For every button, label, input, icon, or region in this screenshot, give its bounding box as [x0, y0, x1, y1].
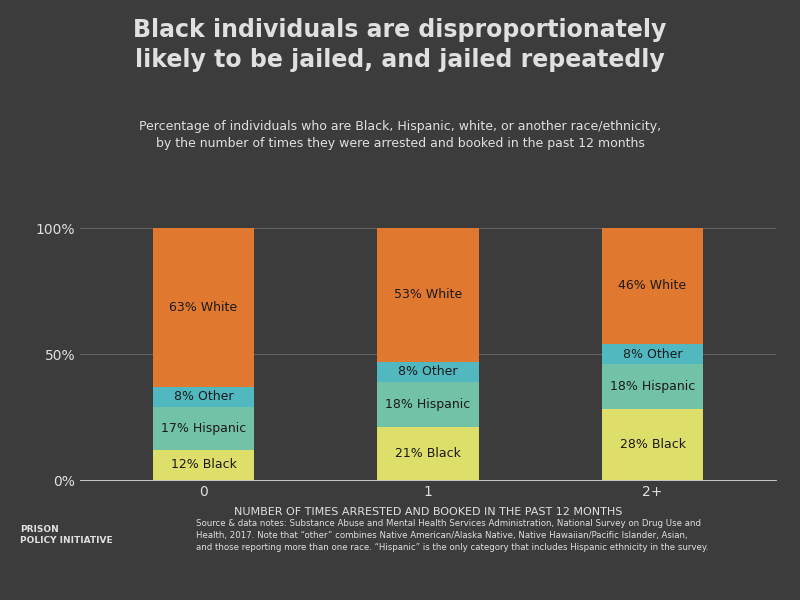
- X-axis label: NUMBER OF TIMES ARRESTED AND BOOKED IN THE PAST 12 MONTHS: NUMBER OF TIMES ARRESTED AND BOOKED IN T…: [234, 507, 622, 517]
- Text: 8% Other: 8% Other: [174, 391, 234, 403]
- Text: 12% Black: 12% Black: [170, 458, 237, 472]
- Bar: [602, 344, 703, 364]
- Bar: [378, 362, 478, 382]
- Text: 63% White: 63% White: [170, 301, 238, 314]
- Bar: [153, 387, 254, 407]
- Bar: [378, 382, 478, 427]
- Text: 18% Hispanic: 18% Hispanic: [610, 380, 695, 393]
- Text: Percentage of individuals who are Black, Hispanic, white, or another race/ethnic: Percentage of individuals who are Black,…: [139, 120, 661, 150]
- Bar: [153, 450, 254, 480]
- Bar: [378, 427, 478, 480]
- Bar: [153, 228, 254, 387]
- Bar: [602, 409, 703, 480]
- Text: 21% Black: 21% Black: [395, 447, 461, 460]
- Bar: [153, 407, 254, 450]
- Text: 8% Other: 8% Other: [398, 365, 458, 378]
- Text: 17% Hispanic: 17% Hispanic: [161, 422, 246, 435]
- Text: 53% White: 53% White: [394, 288, 462, 301]
- Text: Source & data notes: Substance Abuse and Mental Health Services Administration, : Source & data notes: Substance Abuse and…: [196, 519, 708, 551]
- Text: 28% Black: 28% Black: [619, 438, 686, 451]
- Bar: [602, 228, 703, 344]
- Text: PRISON
POLICY INITIATIVE: PRISON POLICY INITIATIVE: [20, 525, 113, 545]
- Bar: [602, 364, 703, 409]
- Bar: [378, 228, 478, 362]
- Text: Black individuals are disproportionately
likely to be jailed, and jailed repeate: Black individuals are disproportionately…: [134, 18, 666, 72]
- Text: 46% White: 46% White: [618, 280, 686, 292]
- Text: 8% Other: 8% Other: [622, 347, 682, 361]
- Text: 18% Hispanic: 18% Hispanic: [386, 398, 470, 411]
